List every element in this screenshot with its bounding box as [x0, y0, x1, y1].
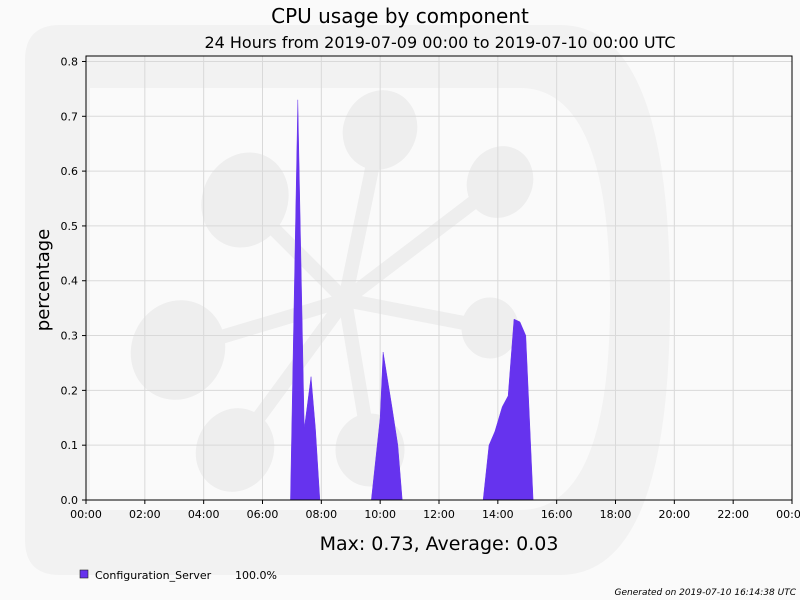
chart-title: CPU usage by component [271, 4, 529, 28]
x-tick-label: 20:00 [658, 508, 690, 521]
x-tick-label: 00:00 [70, 508, 102, 521]
plot-area [86, 99, 792, 501]
x-tick-label: 14:00 [482, 508, 514, 521]
x-tick-label: 00:00 [776, 508, 800, 521]
x-tick-label: 08:00 [305, 508, 337, 521]
y-tick-label: 0.0 [61, 494, 79, 507]
x-axis: 00:00 02:00 04:00 06:00 08:00 10:00 12:00 14:00… [70, 500, 800, 521]
chart-subtitle: 24 Hours from 2019-07-09 00:00 to 2019-0… [204, 33, 675, 52]
y-tick-label: 0.8 [61, 55, 79, 68]
y-tick-label: 0.2 [61, 384, 79, 397]
y-tick-label: 0.5 [61, 220, 79, 233]
y-tick-label: 0.6 [61, 165, 79, 178]
generated-timestamp: Generated on 2019-07-10 16:14:38 UTC [615, 588, 797, 598]
x-tick-label: 16:00 [541, 508, 573, 521]
x-tick-label: 22:00 [717, 508, 749, 521]
x-tick-label: 04:00 [188, 508, 220, 521]
legend-share: 100.0% [235, 569, 277, 582]
y-axis: 0.0 0.1 0.2 0.3 0.4 0.5 0.6 0.7 0.8 [61, 55, 86, 507]
series-area-configuration-server [86, 99, 792, 501]
summary-stats: Max: 0.73, Average: 0.03 [320, 533, 559, 555]
x-tick-label: 02:00 [129, 508, 161, 521]
legend-label: Configuration_Server [95, 569, 212, 582]
y-tick-label: 0.7 [61, 110, 79, 123]
legend-swatch [79, 569, 89, 579]
x-tick-label: 18:00 [600, 508, 632, 521]
y-tick-label: 0.4 [61, 275, 79, 288]
legend: Configuration_Server 100.0% [79, 569, 277, 582]
y-tick-label: 0.1 [61, 439, 79, 452]
y-tick-label: 0.3 [61, 330, 79, 343]
x-tick-label: 06:00 [247, 508, 279, 521]
x-tick-label: 10:00 [364, 508, 396, 521]
y-axis-label: percentage [33, 229, 54, 331]
x-tick-label: 12:00 [423, 508, 455, 521]
